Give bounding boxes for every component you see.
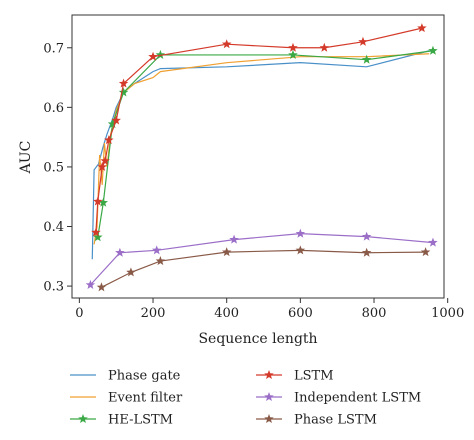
data-point (229, 234, 239, 244)
legend-item: LSTM (256, 369, 334, 384)
legend-item: Independent LSTM (256, 391, 421, 406)
legend-label: LSTM (294, 369, 334, 384)
data-point (155, 49, 166, 59)
data-point (417, 23, 427, 33)
data-point (85, 279, 96, 289)
data-point (91, 227, 101, 237)
data-point (319, 42, 330, 52)
series-independent-lstm (85, 228, 438, 289)
legend-marker (264, 370, 274, 380)
x-tick-label: 200 (141, 306, 166, 321)
data-point (118, 87, 129, 97)
legend-item: Event filter (70, 391, 183, 406)
axis-layer: 0 200 400 600 800 1000 0.3 0.4 0.5 0.6 0.7 (43, 41, 464, 321)
data-point (361, 247, 372, 257)
data-point (295, 245, 306, 255)
legend-label: Independent LSTM (294, 391, 421, 406)
legend-label: HE-LSTM (108, 413, 173, 428)
data-point (428, 45, 438, 55)
y-tick-label: 0.5 (43, 160, 64, 175)
y-axis-label: AUC (18, 141, 34, 175)
legend: Phase gate Event filter HE-LSTM LSTM Indepen… (70, 369, 421, 428)
data-point (151, 245, 162, 255)
data-point (100, 155, 110, 166)
data-point (361, 54, 372, 64)
data-point (295, 228, 306, 238)
data-point (104, 135, 114, 145)
data-point (107, 119, 118, 129)
data-point (115, 247, 125, 257)
data-point (428, 237, 438, 247)
legend-marker (78, 414, 88, 424)
y-tick-label: 0.4 (43, 220, 64, 235)
data-point (288, 42, 298, 52)
series-layer (85, 23, 438, 292)
series-he-lstm (93, 45, 438, 242)
legend-item: Phase gate (70, 369, 181, 384)
data-point (358, 36, 368, 46)
x-tick-label: 0 (75, 306, 83, 321)
legend-marker (264, 392, 274, 402)
data-point (111, 115, 121, 125)
legend-label: Phase gate (108, 369, 181, 384)
data-point (221, 247, 232, 257)
data-point (96, 282, 107, 292)
data-point (155, 256, 166, 266)
data-point (148, 51, 158, 61)
legend-label: Event filter (108, 391, 183, 406)
plot-area (71, 14, 445, 299)
data-point (361, 231, 372, 241)
data-point (288, 49, 298, 59)
data-point (97, 161, 107, 171)
x-tick-label: 800 (362, 306, 387, 321)
legend-item: HE-LSTM (70, 413, 173, 428)
x-tick-label: 400 (214, 306, 239, 321)
legend-label: Phase LSTM (294, 413, 377, 428)
series-lstm (91, 23, 427, 237)
series-phase-lstm (96, 245, 431, 292)
x-tick-label: 600 (288, 306, 313, 321)
data-point (118, 78, 129, 88)
data-point (93, 232, 103, 242)
data-point (126, 267, 136, 277)
y-tick-label: 0.3 (43, 280, 64, 295)
legend-marker (264, 414, 274, 424)
series-line (97, 50, 434, 238)
data-point (221, 39, 232, 49)
x-tick-label: 1000 (431, 306, 464, 321)
data-point (98, 197, 109, 207)
legend-item: Phase LSTM (256, 413, 377, 428)
data-point (420, 247, 431, 257)
y-tick-label: 0.7 (43, 41, 64, 56)
data-point (93, 196, 103, 206)
x-axis-label: Sequence length (198, 331, 317, 347)
y-tick-label: 0.6 (43, 101, 64, 116)
